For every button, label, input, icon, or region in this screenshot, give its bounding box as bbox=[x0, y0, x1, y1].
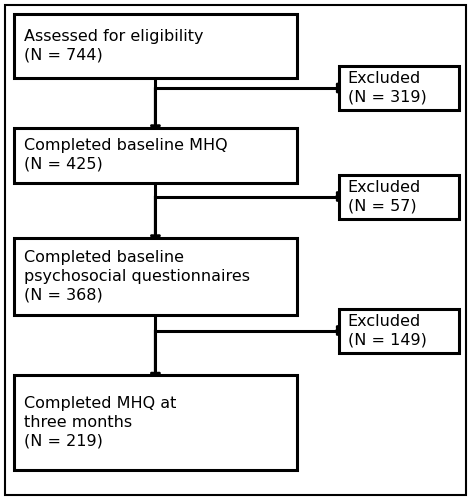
Text: Excluded
(N = 319): Excluded (N = 319) bbox=[348, 71, 426, 105]
FancyBboxPatch shape bbox=[14, 375, 297, 470]
FancyBboxPatch shape bbox=[14, 128, 297, 182]
FancyBboxPatch shape bbox=[339, 174, 459, 218]
FancyBboxPatch shape bbox=[14, 14, 297, 78]
FancyBboxPatch shape bbox=[14, 238, 297, 315]
FancyBboxPatch shape bbox=[339, 66, 459, 110]
FancyBboxPatch shape bbox=[339, 308, 459, 352]
Text: Completed baseline
psychosocial questionnaires
(N = 368): Completed baseline psychosocial question… bbox=[24, 250, 251, 302]
Text: Assessed for eligibility
(N = 744): Assessed for eligibility (N = 744) bbox=[24, 28, 204, 62]
Text: Completed baseline MHQ
(N = 425): Completed baseline MHQ (N = 425) bbox=[24, 138, 228, 172]
Text: Excluded
(N = 149): Excluded (N = 149) bbox=[348, 314, 426, 348]
Text: Excluded
(N = 57): Excluded (N = 57) bbox=[348, 180, 421, 214]
Text: Completed MHQ at
three months
(N = 219): Completed MHQ at three months (N = 219) bbox=[24, 396, 177, 448]
